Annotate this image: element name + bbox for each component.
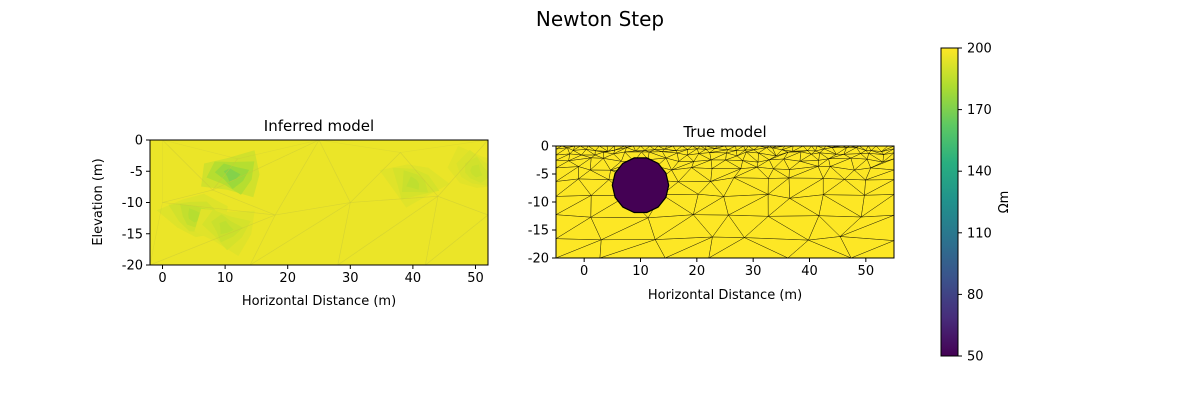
inferred-mesh-cell xyxy=(425,195,488,265)
inferred-y-ticks: 0 -5 -10 -15 -20 xyxy=(122,134,150,274)
true-anomaly-circle xyxy=(611,157,670,214)
y-tick-label: -5 xyxy=(130,165,143,180)
inferred-model-title: Inferred model xyxy=(264,117,374,135)
x-tick-label: 30 xyxy=(745,264,762,279)
y-tick-label: -15 xyxy=(122,227,143,242)
x-tick-label: 40 xyxy=(405,271,422,286)
inferred-mesh-cell xyxy=(337,195,439,265)
inferred-mesh-cell xyxy=(424,214,488,265)
inferred-mesh-cell xyxy=(249,201,351,265)
colorbar-tick-label: 170 xyxy=(967,103,992,118)
figure-title: Newton Step xyxy=(536,7,664,31)
inferred-mesh-cell xyxy=(249,202,351,265)
x-tick-label: 10 xyxy=(217,271,234,286)
x-tick-label: 40 xyxy=(801,264,818,279)
x-tick-label: 0 xyxy=(158,271,166,286)
inferred-mesh-cell xyxy=(150,214,276,265)
true-model-title: True model xyxy=(682,123,766,141)
inferred-y-axis-label: Elevation (m) xyxy=(91,158,106,245)
inferred-mesh-cell xyxy=(162,140,239,191)
x-tick-label: 20 xyxy=(279,271,296,286)
true-mesh-cell xyxy=(851,240,894,258)
y-tick-label: -5 xyxy=(536,168,549,183)
colorbar-tick-label: 200 xyxy=(967,42,992,57)
colorbar: 50 80 110 140 170 200 Ωm xyxy=(940,42,1012,365)
colorbar-tick-label: 140 xyxy=(967,165,992,180)
x-tick-label: 10 xyxy=(632,264,649,279)
true-y-ticks: 0 -5 -10 -15 -20 xyxy=(528,140,556,267)
true-x-ticks: 0 10 20 30 40 50 xyxy=(580,258,874,279)
y-tick-label: -10 xyxy=(122,196,143,211)
true-x-axis-label: Horizontal Distance (m) xyxy=(648,288,802,303)
inferred-mesh-cell xyxy=(349,152,439,203)
x-tick-label: 50 xyxy=(858,264,875,279)
x-tick-label: 0 xyxy=(580,264,588,279)
inferred-anomaly-cell xyxy=(406,176,420,190)
inferred-mesh-cell xyxy=(437,140,488,216)
x-tick-label: 30 xyxy=(342,271,359,286)
inferred-model-panel: Inferred model 0 10 20 30 40 50 0-5-10-15-20 … xyxy=(91,117,489,309)
inferred-mesh-cell xyxy=(318,140,402,204)
colorbar-tick-label: 80 xyxy=(967,288,984,303)
x-tick-label: 20 xyxy=(689,264,706,279)
inferred-mesh-cell xyxy=(150,202,276,265)
inferred-mesh-cell xyxy=(212,140,320,191)
inferred-x-ticks: 0 10 20 30 40 50 xyxy=(158,265,484,286)
inferred-mesh-cell xyxy=(162,140,214,203)
y-tick-label: -15 xyxy=(528,224,549,239)
y-tick-label: -20 xyxy=(528,252,549,267)
inferred-mesh-cell xyxy=(337,195,439,265)
y-tick-label: -10 xyxy=(528,196,549,211)
colorbar-ticks: 50 80 110 140 170 200 xyxy=(958,42,992,365)
y-tick-label: 0 xyxy=(135,134,143,149)
y-tick-label: 0 xyxy=(541,140,549,155)
inferred-mesh-cell xyxy=(211,140,320,216)
colorbar-tick-label: 110 xyxy=(967,226,992,241)
inferred-anomaly-cell xyxy=(223,168,241,182)
true-model-field xyxy=(556,146,894,258)
inferred-mesh-cell xyxy=(274,140,351,216)
colorbar-gradient xyxy=(940,47,959,357)
inferred-anomalies xyxy=(150,140,488,265)
inferred-mesh-cell xyxy=(399,140,488,197)
inferred-x-axis-label: Horizontal Distance (m) xyxy=(242,294,396,309)
inferred-model-field xyxy=(150,140,488,265)
y-tick-label: -20 xyxy=(122,259,143,274)
inferred-anomaly-cell xyxy=(470,164,483,178)
colorbar-tick-label: 50 xyxy=(967,350,984,365)
colorbar-label: Ωm xyxy=(997,191,1012,214)
inferred-mesh-cell xyxy=(162,189,276,216)
true-model-panel: True model 0 10 20 30 40 50 0 -5 -10 -15 -20 Hori… xyxy=(528,123,895,303)
x-tick-label: 50 xyxy=(467,271,484,286)
inferred-anomaly-cell xyxy=(188,208,202,223)
inferred-anomaly-cell xyxy=(219,220,234,235)
